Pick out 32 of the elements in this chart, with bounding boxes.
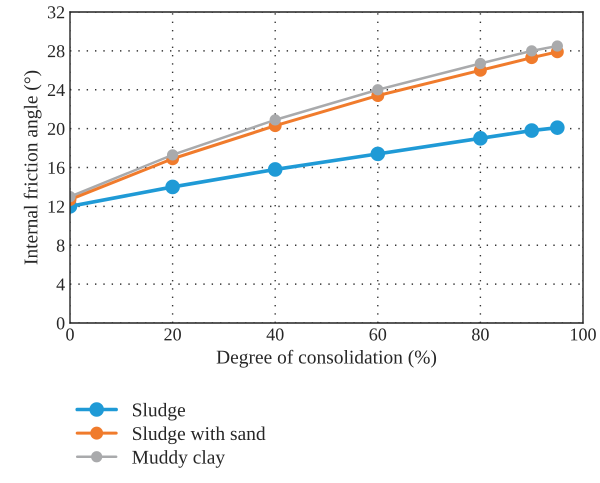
x-tick-label: 80 xyxy=(472,328,489,341)
y-axis-title: Internal friction angle (°) xyxy=(24,70,42,264)
point xyxy=(550,120,565,135)
point xyxy=(166,149,178,160)
y-tick-label: 12 xyxy=(48,200,64,213)
point xyxy=(474,58,486,70)
x-axis-title: Degree of consolidation (%) xyxy=(216,350,436,368)
point xyxy=(165,180,180,194)
point xyxy=(473,131,488,146)
point xyxy=(526,45,538,56)
point xyxy=(270,114,281,126)
point xyxy=(524,123,539,138)
x-tick-label: 0 xyxy=(66,328,74,341)
x-tick-label: 20 xyxy=(164,328,181,341)
y-tick-label: 0 xyxy=(56,317,64,330)
point xyxy=(372,84,384,96)
y-tick-label: 16 xyxy=(48,162,65,174)
point xyxy=(268,162,282,177)
point xyxy=(552,40,563,52)
x-tick-label: 100 xyxy=(571,328,596,341)
y-tick-label: 4 xyxy=(56,278,65,290)
y-tick-label: 8 xyxy=(56,240,64,252)
y-tick-label: 24 xyxy=(48,84,65,96)
x-tick-label: 40 xyxy=(266,328,284,341)
legend-label: Muddy clay xyxy=(132,450,226,468)
y-tick-label: 28 xyxy=(48,45,64,58)
y-tick-label: 20 xyxy=(48,122,64,136)
legend-label: Sludge xyxy=(132,402,186,421)
y-tick-label: 32 xyxy=(48,6,64,18)
point xyxy=(370,146,386,162)
legend-label: Sludge with sand xyxy=(132,426,266,444)
x-tick-label: 60 xyxy=(370,328,386,341)
